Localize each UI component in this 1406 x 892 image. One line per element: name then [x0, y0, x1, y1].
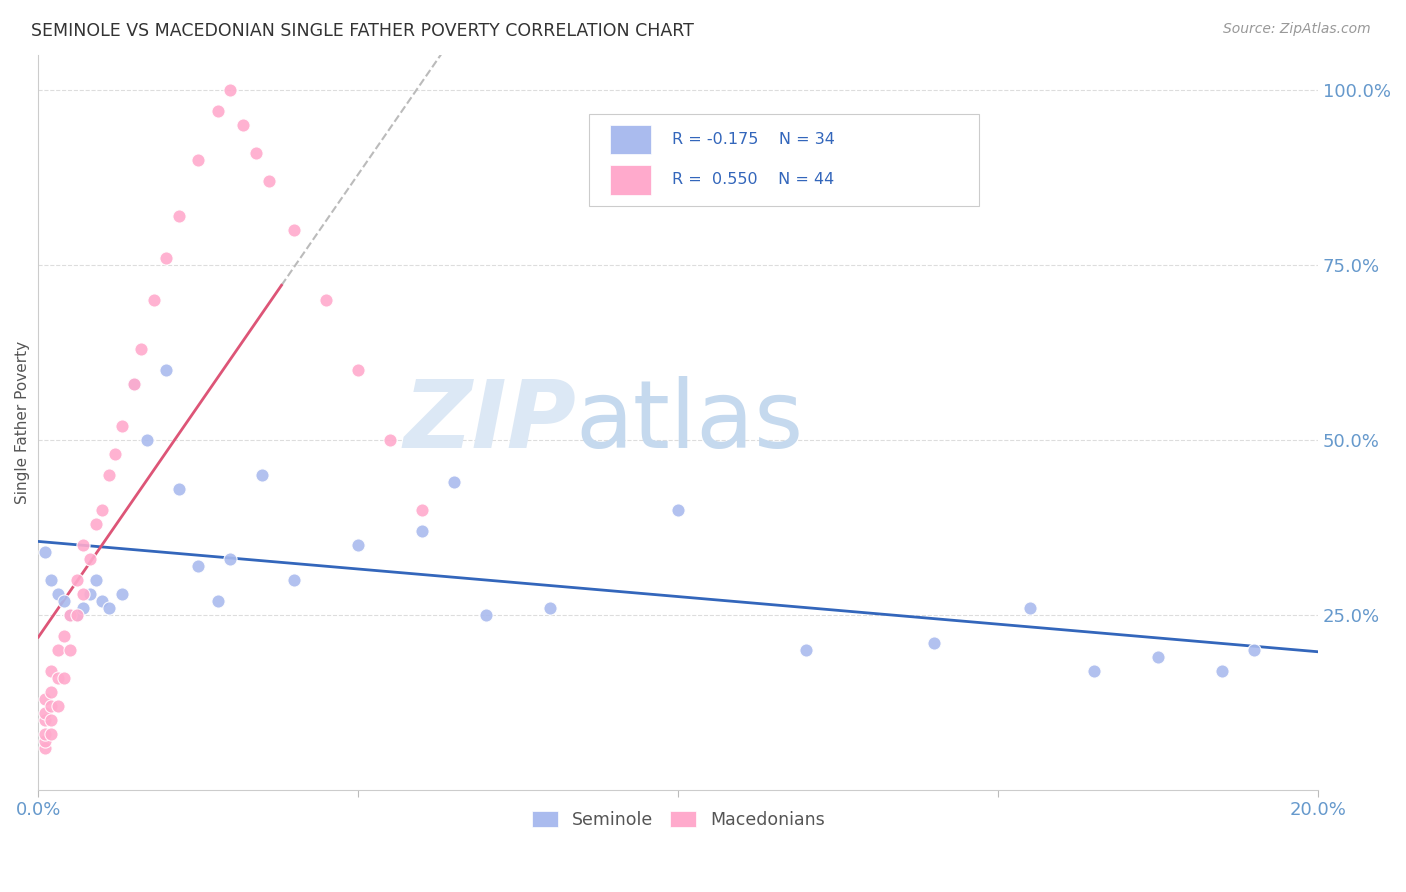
Macedonians — [315, 293, 337, 307]
Seminole — [187, 558, 209, 573]
Macedonians — [34, 726, 56, 740]
Macedonians — [187, 153, 209, 167]
Seminole — [1147, 649, 1170, 664]
Seminole — [347, 538, 370, 552]
Macedonians — [52, 671, 75, 685]
Seminole — [79, 587, 101, 601]
Macedonians — [39, 684, 62, 698]
Seminole — [794, 642, 817, 657]
Macedonians — [34, 733, 56, 747]
Macedonians — [79, 551, 101, 566]
Seminole — [411, 524, 433, 538]
Macedonians — [347, 363, 370, 377]
Macedonians — [129, 342, 152, 356]
Seminole — [443, 475, 465, 489]
Macedonians — [219, 83, 242, 97]
Text: ZIP: ZIP — [404, 376, 576, 468]
Macedonians — [66, 573, 89, 587]
Text: atlas: atlas — [576, 376, 804, 468]
Seminole — [1243, 642, 1265, 657]
Macedonians — [34, 713, 56, 727]
Seminole — [219, 551, 242, 566]
Y-axis label: Single Father Poverty: Single Father Poverty — [15, 341, 30, 504]
Macedonians — [124, 376, 146, 391]
Macedonians — [52, 629, 75, 643]
Seminole — [72, 600, 94, 615]
Seminole — [1211, 664, 1233, 678]
Seminole — [167, 482, 190, 496]
Macedonians — [34, 740, 56, 755]
Macedonians — [59, 607, 82, 622]
Text: Source: ZipAtlas.com: Source: ZipAtlas.com — [1223, 22, 1371, 37]
Seminole — [84, 573, 107, 587]
Text: R =  0.550    N = 44: R = 0.550 N = 44 — [672, 172, 834, 187]
Macedonians — [72, 587, 94, 601]
Macedonians — [232, 118, 254, 132]
Macedonians — [39, 664, 62, 678]
Seminole — [91, 593, 114, 607]
Seminole — [46, 587, 69, 601]
Macedonians — [59, 642, 82, 657]
Macedonians — [97, 467, 120, 482]
Macedonians — [91, 503, 114, 517]
Seminole — [110, 587, 132, 601]
Seminole — [136, 433, 159, 447]
Seminole — [39, 573, 62, 587]
Bar — [610, 125, 651, 154]
Macedonians — [142, 293, 165, 307]
Text: SEMINOLE VS MACEDONIAN SINGLE FATHER POVERTY CORRELATION CHART: SEMINOLE VS MACEDONIAN SINGLE FATHER POV… — [31, 22, 693, 40]
Seminole — [97, 600, 120, 615]
Macedonians — [66, 607, 89, 622]
Seminole — [1083, 664, 1105, 678]
Seminole — [666, 503, 689, 517]
Macedonians — [46, 698, 69, 713]
Seminole — [52, 593, 75, 607]
Seminole — [283, 573, 305, 587]
Text: R = -0.175    N = 34: R = -0.175 N = 34 — [672, 132, 835, 147]
Macedonians — [283, 223, 305, 237]
Seminole — [1019, 600, 1042, 615]
Macedonians — [46, 671, 69, 685]
Macedonians — [207, 104, 229, 119]
Macedonians — [380, 433, 402, 447]
Bar — [610, 165, 651, 194]
Seminole — [538, 600, 561, 615]
Macedonians — [34, 691, 56, 706]
Macedonians — [34, 706, 56, 720]
Macedonians — [167, 209, 190, 223]
Seminole — [124, 376, 146, 391]
Macedonians — [39, 726, 62, 740]
Macedonians — [257, 174, 280, 188]
Macedonians — [39, 713, 62, 727]
Macedonians — [84, 516, 107, 531]
Seminole — [252, 467, 274, 482]
FancyBboxPatch shape — [589, 114, 979, 206]
Macedonians — [39, 698, 62, 713]
Seminole — [922, 635, 945, 649]
Macedonians — [411, 503, 433, 517]
Seminole — [34, 545, 56, 559]
Seminole — [155, 363, 177, 377]
Seminole — [207, 593, 229, 607]
Seminole — [59, 607, 82, 622]
Macedonians — [104, 447, 127, 461]
Macedonians — [46, 642, 69, 657]
Seminole — [66, 607, 89, 622]
Legend: Seminole, Macedonians: Seminole, Macedonians — [524, 804, 832, 836]
Macedonians — [72, 538, 94, 552]
Macedonians — [155, 251, 177, 265]
Macedonians — [110, 418, 132, 433]
Seminole — [475, 607, 498, 622]
Macedonians — [245, 146, 267, 161]
